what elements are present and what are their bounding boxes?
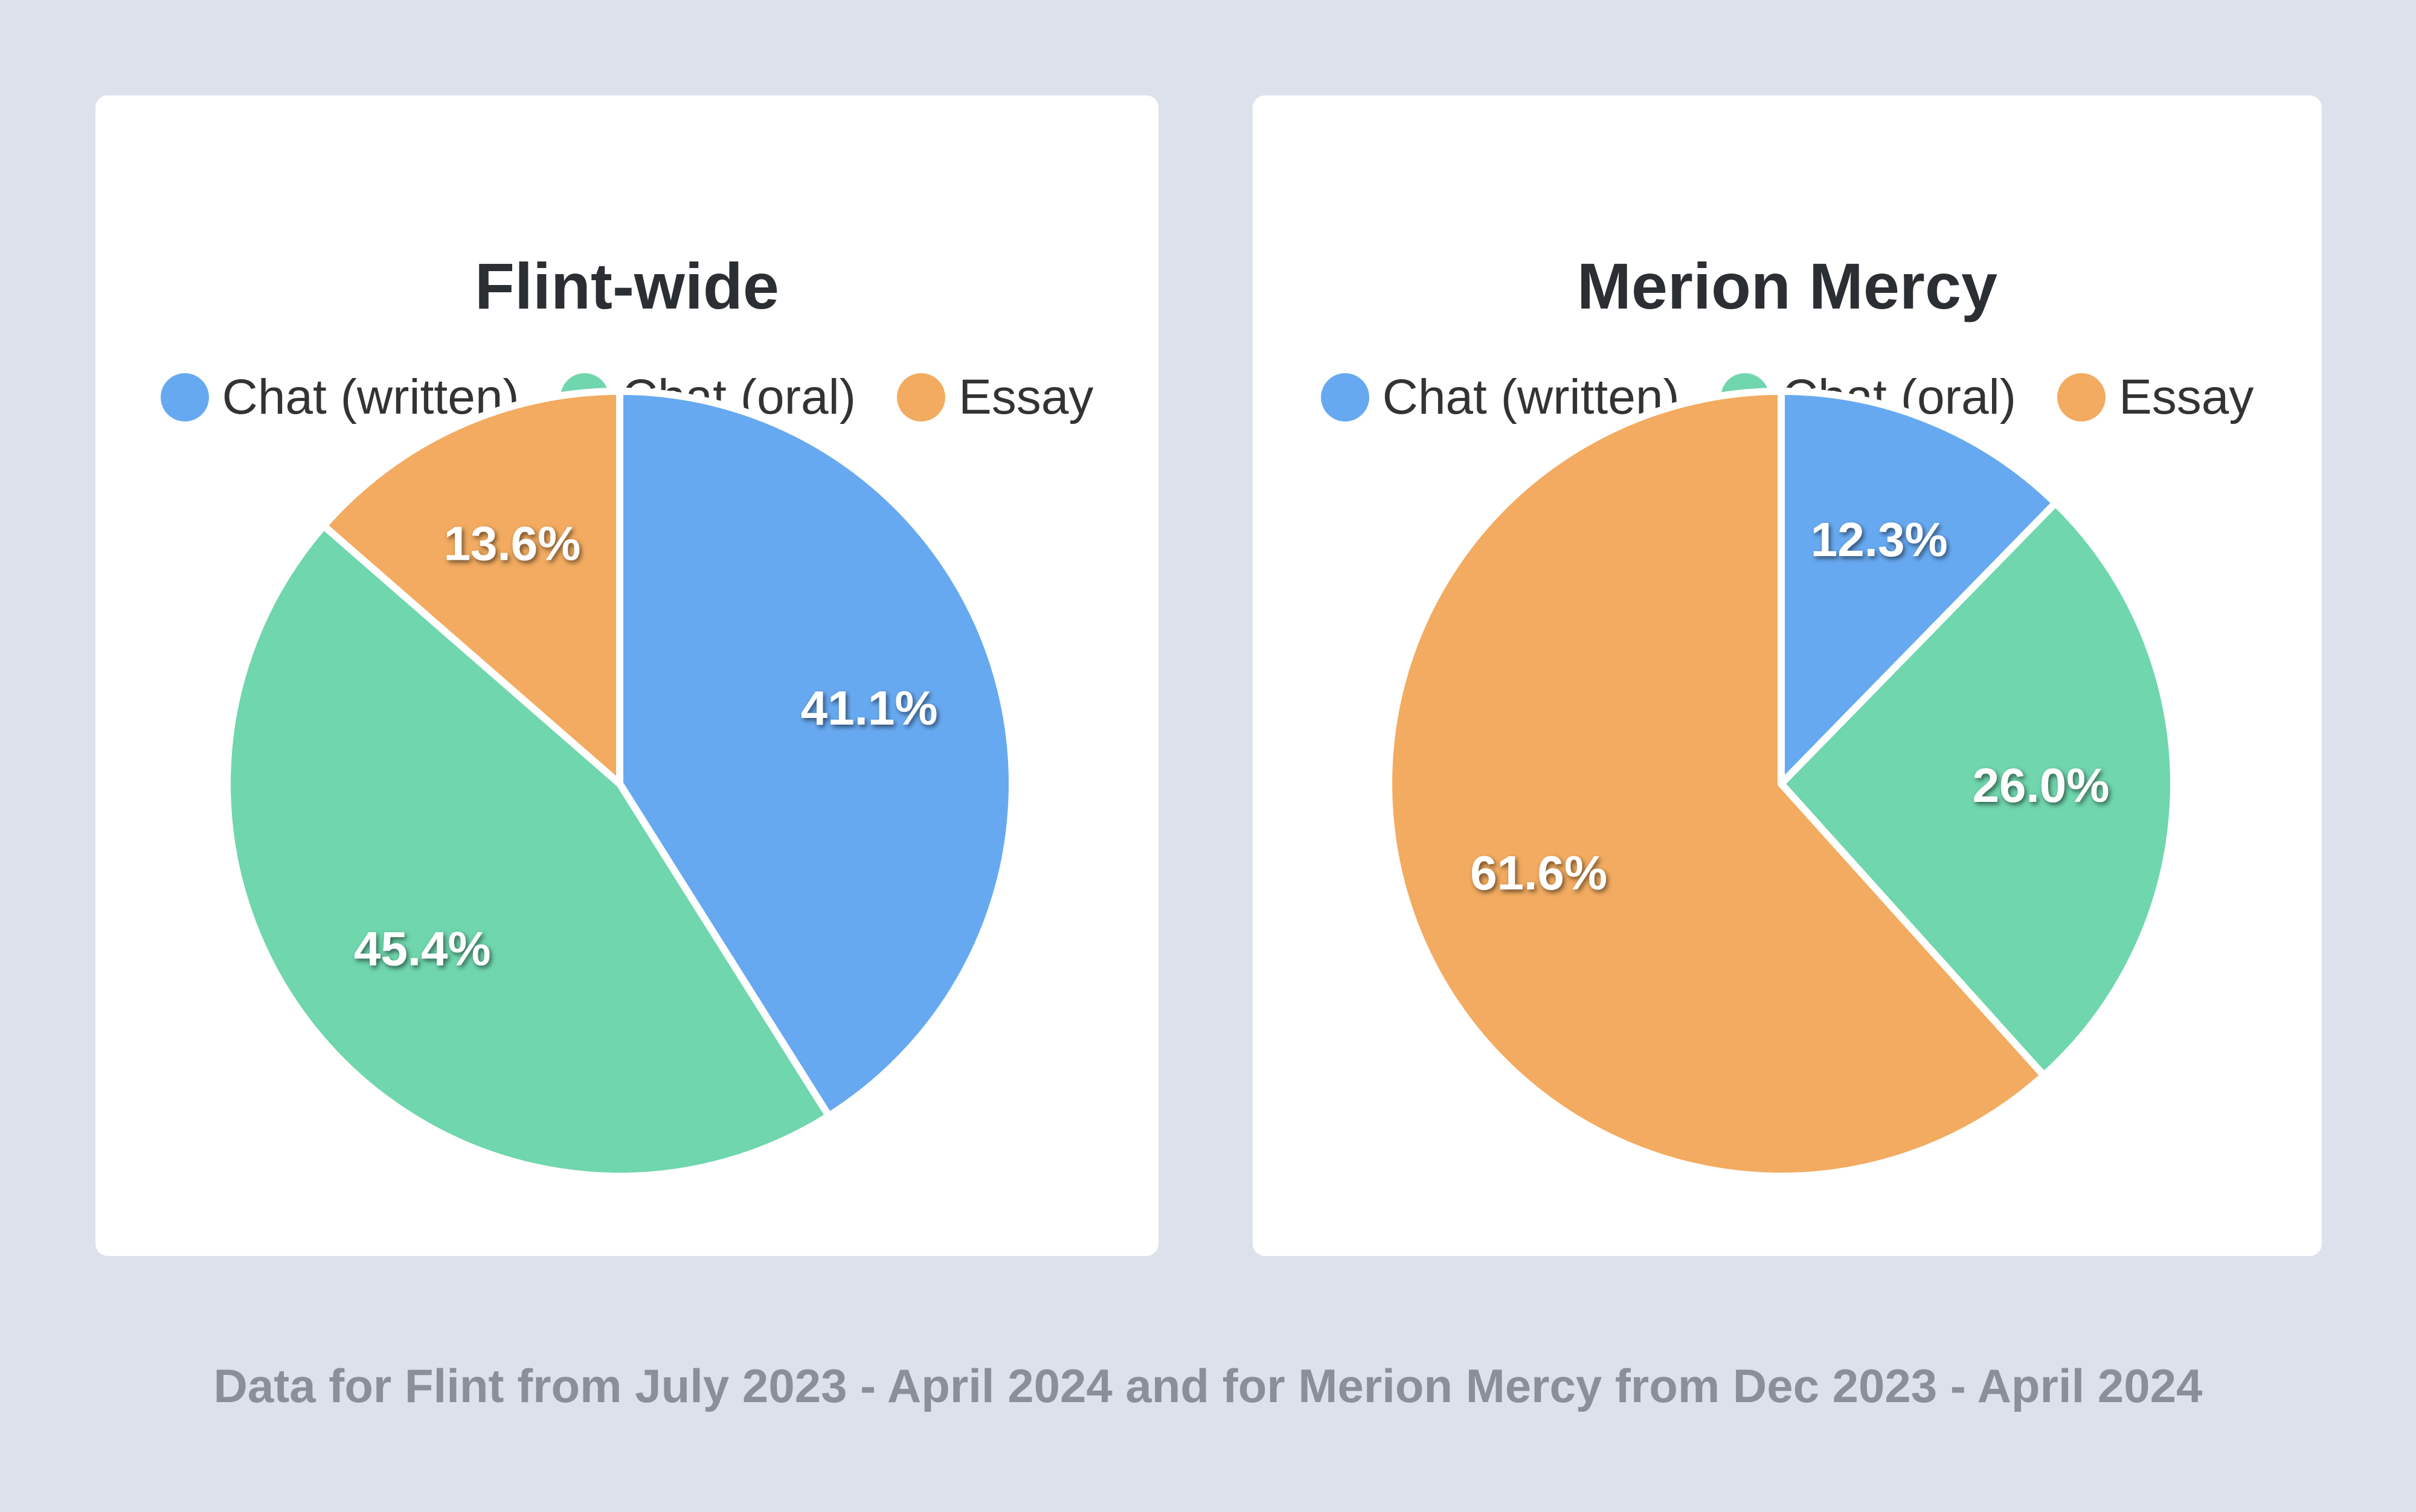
chart-card-merion-mercy: Merion Mercy Chat (written) Chat (oral) …: [1253, 95, 2322, 1256]
data-label-essay: 13.6%: [444, 517, 581, 571]
data-label-chat-written: 12.3%: [1811, 513, 1948, 566]
footnote: Data for Flint from July 2023 - April 20…: [213, 1359, 2203, 1412]
chart-title: Merion Mercy: [1576, 249, 1998, 322]
data-label-chat-oral: 45.4%: [354, 922, 491, 976]
legend-label: Chat (written): [222, 370, 519, 424]
legend-item-chat-written[interactable]: Chat (written): [160, 369, 519, 426]
data-label-chat-written: 41.1%: [801, 681, 938, 735]
legend-label: Chat (written): [1382, 370, 1680, 424]
pie-slice-essay[interactable]: [1385, 388, 2048, 1180]
data-label-chat-oral: 26.0%: [1972, 758, 2109, 812]
data-label-essay: 61.6%: [1470, 846, 1607, 900]
pie-slice-essay[interactable]: [320, 388, 623, 787]
legend-label: Essay: [2119, 370, 2254, 424]
pie-slice-chat-oral[interactable]: [1778, 499, 2177, 1080]
pie-slice-chat-written[interactable]: [1778, 388, 2060, 787]
legend-item-chat-written[interactable]: Chat (written): [1320, 369, 1680, 426]
pie-slice-chat-oral[interactable]: [223, 522, 833, 1180]
chart-card-flint: Flint-wide Chat (written) Chat (oral) Es…: [95, 95, 1158, 1256]
pie-chart: 41.1% 45.4% 13.6%: [223, 388, 1016, 1180]
legend-swatch: [1320, 373, 1369, 421]
legend-swatch: [160, 373, 209, 421]
legend-item-essay[interactable]: Essay: [897, 369, 1093, 426]
chart-title: Flint-wide: [475, 249, 779, 322]
pie-chart: 12.3% 26.0% 61.6%: [1385, 388, 2177, 1180]
legend-swatch: [2057, 373, 2106, 421]
legend-swatch: [897, 373, 946, 421]
legend-item-essay[interactable]: Essay: [2057, 369, 2254, 426]
legend-label: Essay: [959, 370, 1094, 424]
